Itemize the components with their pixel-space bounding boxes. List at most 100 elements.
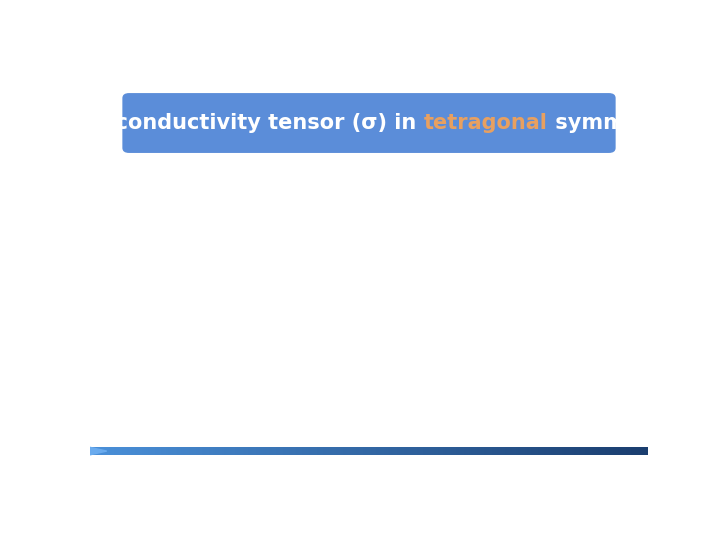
Bar [549,447,552,455]
Bar [425,447,427,455]
Bar [161,447,163,455]
Bar [520,447,522,455]
Bar [624,447,626,455]
Bar [150,447,152,455]
Bar [405,447,407,455]
Bar [590,447,593,455]
Bar [472,447,474,455]
Bar [628,447,630,455]
Bar [410,447,413,455]
Bar [280,447,282,455]
Bar [237,447,239,455]
Bar [377,447,379,455]
Bar [644,447,647,455]
Bar [616,447,618,455]
Bar [521,447,524,455]
Bar [593,447,595,455]
Bar [189,447,191,455]
Bar [606,447,608,455]
Bar [395,447,397,455]
Bar [256,447,258,455]
Bar [393,447,395,455]
Bar [204,447,206,455]
Bar [607,447,610,455]
Bar [124,447,126,455]
Bar [585,447,588,455]
Bar [166,447,168,455]
Bar [367,447,369,455]
Bar [209,447,212,455]
Bar [413,447,416,455]
Bar [482,447,485,455]
Bar [492,447,494,455]
Bar [642,447,645,455]
Bar [449,447,451,455]
Bar [224,447,226,455]
Bar [423,447,426,455]
Bar [285,447,288,455]
Bar [514,447,516,455]
Bar [495,447,498,455]
Bar [601,447,604,455]
Bar [419,447,422,455]
Bar [307,447,310,455]
Bar [364,447,366,455]
Bar [282,447,284,455]
Bar [579,447,582,455]
Bar [142,447,145,455]
Bar [159,447,161,455]
Bar [311,447,314,455]
Bar [510,447,513,455]
Bar [639,447,641,455]
Bar [600,447,602,455]
Bar [564,447,567,455]
Bar [243,447,245,455]
Bar [387,447,390,455]
Bar [230,447,232,455]
Bar [109,447,111,455]
Bar [544,447,546,455]
Bar [306,447,308,455]
Bar [373,447,375,455]
Bar [172,447,174,455]
Bar [360,447,362,455]
Bar [559,447,561,455]
Bar [466,447,468,455]
Bar [177,447,180,455]
Text: tetragonal: tetragonal [424,113,548,133]
Bar [488,447,490,455]
Bar [248,447,251,455]
Bar [531,447,534,455]
Bar [618,447,621,455]
Bar [441,447,444,455]
Bar [400,447,403,455]
Bar [127,447,130,455]
Bar [469,447,472,455]
Bar [278,447,280,455]
Bar [226,447,228,455]
Bar [235,447,238,455]
Bar [252,447,254,455]
Bar [341,447,343,455]
Bar [263,447,266,455]
Bar [572,447,574,455]
Bar [190,447,193,455]
Bar [284,447,286,455]
Bar [168,447,171,455]
Bar [523,447,526,455]
Bar [170,447,172,455]
Bar [155,447,158,455]
Bar [199,447,202,455]
Bar [272,447,275,455]
Bar [239,447,241,455]
Bar [374,447,377,455]
Bar [566,447,569,455]
Bar [220,447,222,455]
Bar [371,447,373,455]
Bar [259,447,261,455]
Bar [512,447,515,455]
Bar [231,447,234,455]
Bar [135,447,137,455]
Bar [399,447,401,455]
Bar [464,447,467,455]
